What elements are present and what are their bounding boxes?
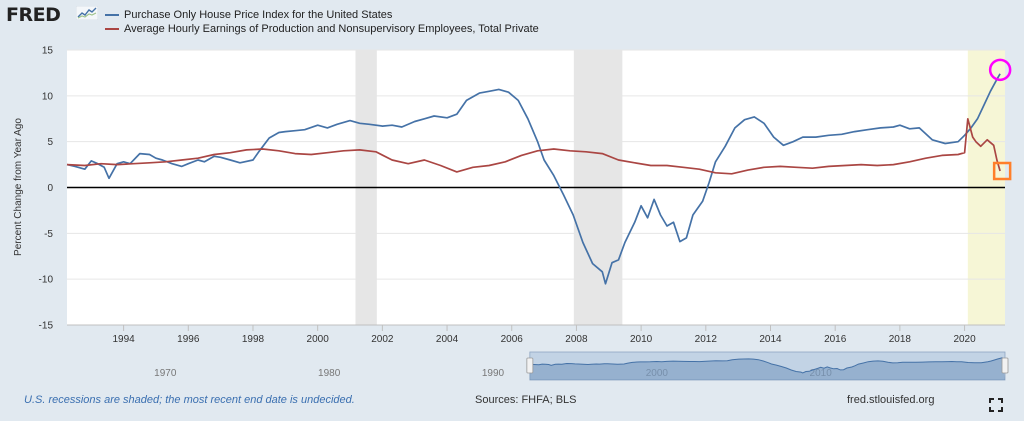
y-tick-label: -15 [39, 321, 54, 332]
x-tick-label: 1996 [177, 334, 200, 345]
x-tick-label: 2006 [501, 334, 524, 345]
x-tick-label: 2000 [307, 334, 330, 345]
x-tick-label: 2020 [953, 334, 976, 345]
navigator-label: 1980 [318, 368, 341, 379]
y-tick-label: 5 [47, 137, 53, 148]
legend-label-hourly-earnings: Average Hourly Earnings of Production an… [124, 23, 539, 35]
navigator-handle-right[interactable] [1001, 357, 1009, 374]
x-tick-label: 2016 [824, 334, 847, 345]
x-tick-label: 2004 [436, 334, 459, 345]
chart-legend: Purchase Only House Price Index for the … [105, 8, 539, 36]
x-tick-label: 1994 [112, 334, 135, 345]
y-tick-label: 15 [42, 46, 54, 57]
recession-note: U.S. recessions are shaded; the most rec… [24, 394, 355, 406]
y-tick-label: -10 [39, 275, 54, 286]
x-tick-label: 2014 [759, 334, 782, 345]
annotation-square [992, 161, 1012, 181]
navigator-selection[interactable] [529, 351, 1006, 381]
series-line-hourly-earnings[interactable] [66, 117, 1001, 175]
legend-item-hourly-earnings[interactable]: Average Hourly Earnings of Production an… [105, 22, 539, 36]
legend-swatch-house-price [105, 14, 119, 16]
x-tick-label: 2008 [565, 334, 588, 345]
sources-text: Sources: FHFA; BLS [475, 394, 577, 406]
site-link[interactable]: fred.stlouisfed.org [847, 394, 935, 406]
navigator-series-area [529, 357, 1005, 380]
annotation-circle [988, 58, 1012, 82]
y-tick-label: 10 [42, 91, 54, 102]
x-tick-label: 1998 [242, 334, 265, 345]
navigator-label: 1970 [154, 368, 177, 379]
legend-item-house-price[interactable]: Purchase Only House Price Index for the … [105, 8, 539, 22]
x-tick-label: 2010 [630, 334, 653, 345]
navigator-handle-left[interactable] [526, 357, 534, 374]
series-line-house-price[interactable] [66, 73, 1001, 285]
y-tick-label: -5 [44, 229, 53, 240]
fred-logo[interactable]: FRED [6, 4, 61, 26]
legend-swatch-hourly-earnings [105, 28, 119, 30]
y-axis-label: Percent Change from Year Ago [13, 118, 24, 256]
legend-label-house-price: Purchase Only House Price Index for the … [124, 9, 393, 21]
navigator[interactable]: 19701980199020002010 [67, 351, 1009, 381]
navigator-label: 1990 [482, 368, 505, 379]
expand-icon[interactable] [989, 398, 1003, 412]
x-tick-label: 2002 [371, 334, 394, 345]
x-tick-label: 2012 [695, 334, 718, 345]
fred-sparkline-icon [76, 6, 98, 20]
y-tick-label: 0 [47, 183, 53, 194]
x-tick-label: 2018 [889, 334, 912, 345]
navigator-series-line [529, 357, 1003, 374]
